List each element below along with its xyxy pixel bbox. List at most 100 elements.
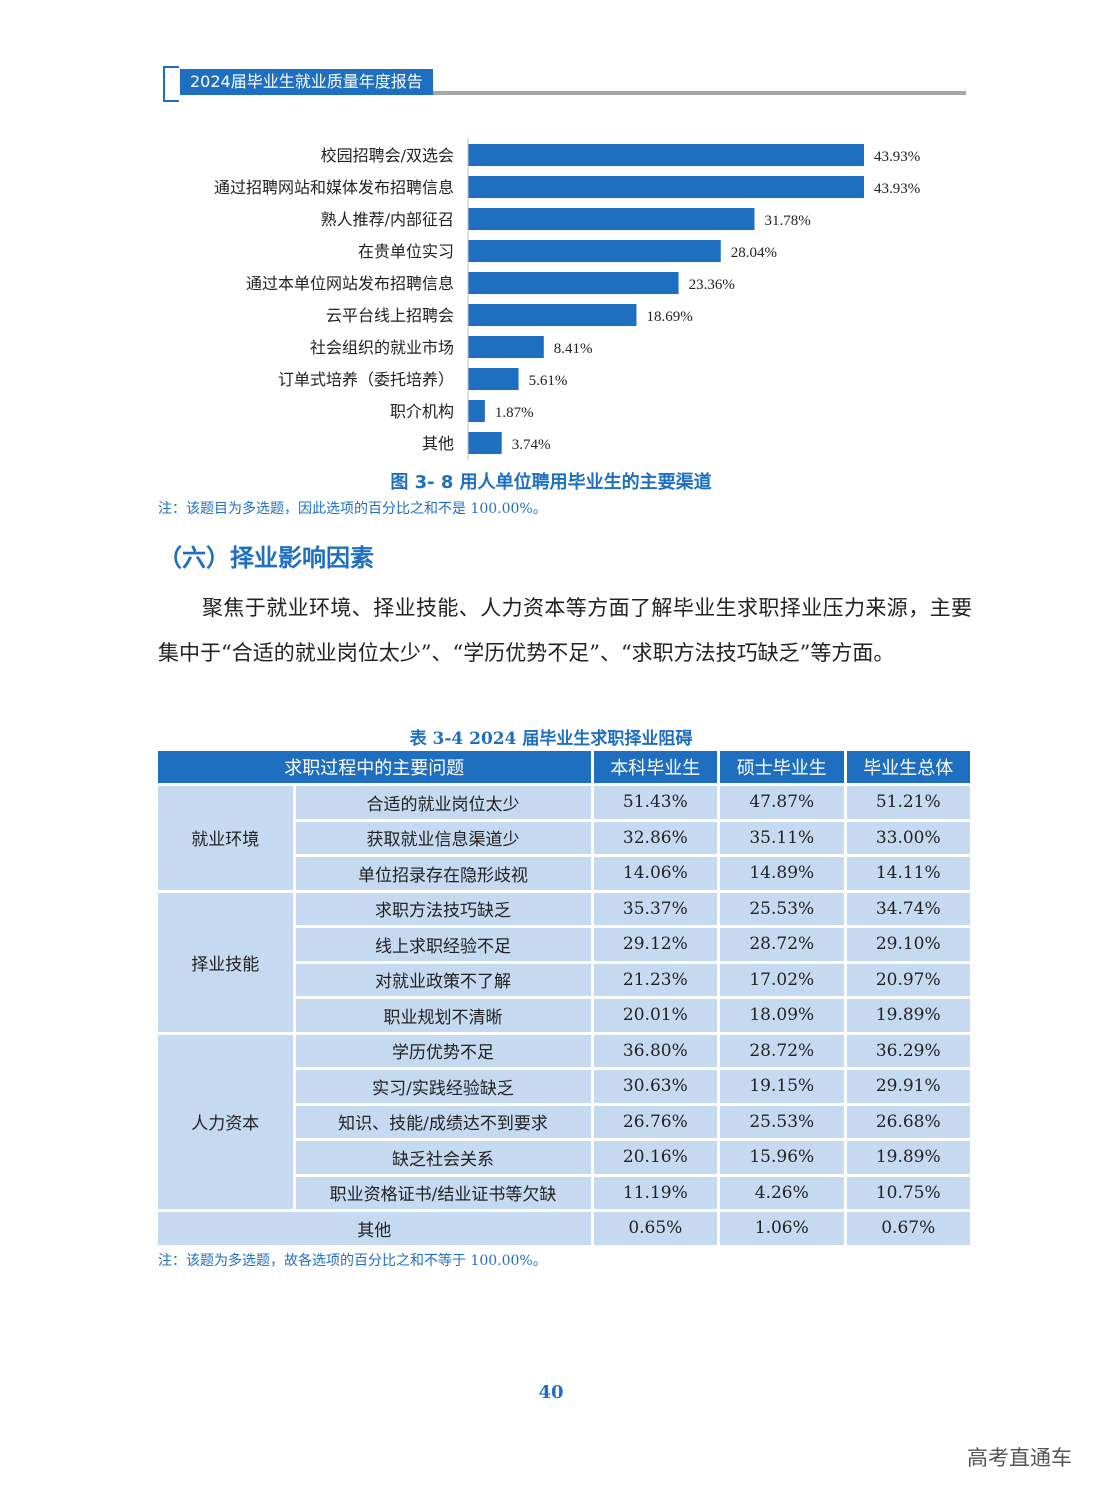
value-cell: 25.53%: [720, 892, 844, 925]
category-label: 订单式培养（委托培养）: [278, 370, 454, 389]
header-master: 硕士毕业生: [720, 751, 844, 783]
value-cell: 34.74%: [846, 892, 970, 925]
value-cell: 4.26%: [720, 1176, 844, 1209]
group-label: 就业环境: [158, 786, 293, 890]
bar: [468, 208, 755, 230]
report-title: 2024届毕业生就业质量年度报告: [180, 69, 433, 95]
value-cell: 28.72%: [720, 928, 844, 961]
issue-cell: 线上求职经验不足: [295, 928, 591, 961]
section-paragraph: 聚焦于就业环境、择业技能、人力资本等方面了解毕业生求职择业压力来源，主要集中于“…: [158, 596, 972, 665]
table-row-other: 其他 0.65% 1.06% 0.67%: [158, 1212, 970, 1245]
issue-cell: 实习/实践经验缺乏: [295, 1070, 591, 1103]
value-cell: 51.43%: [593, 786, 718, 819]
value-label: 43.93%: [874, 181, 920, 197]
value-cell: 25.53%: [720, 1105, 844, 1138]
table-row: 职业资格证书/结业证书等欠缺 11.19% 4.26% 10.75%: [158, 1176, 970, 1209]
value-cell: 51.21%: [846, 786, 970, 819]
value-cell: 29.91%: [846, 1070, 970, 1103]
table-caption: 表 3-4 2024 届毕业生求职择业阻碍: [409, 729, 693, 749]
header-overall: 毕业生总体: [846, 751, 970, 783]
value-cell: 35.37%: [593, 892, 718, 925]
issue-cell: 获取就业信息渠道少: [295, 821, 591, 854]
header-undergrad: 本科毕业生: [593, 751, 718, 783]
value-cell: 20.97%: [846, 963, 970, 996]
group-label: 人力资本: [158, 1034, 293, 1209]
value-label: 43.93%: [874, 149, 920, 165]
table-row: 获取就业信息渠道少 32.86% 35.11% 33.00%: [158, 821, 970, 854]
section-title: （六）择业影响因素: [158, 544, 374, 572]
value-cell: 1.06%: [720, 1212, 844, 1245]
bar: [468, 272, 679, 294]
issue-cell-other: 其他: [158, 1212, 591, 1245]
value-cell: 14.06%: [593, 857, 718, 890]
value-cell: 0.67%: [846, 1212, 970, 1245]
table-row: 线上求职经验不足 29.12% 28.72% 29.10%: [158, 928, 970, 961]
issue-cell: 学历优势不足: [295, 1034, 591, 1067]
value-cell: 26.68%: [846, 1105, 970, 1138]
value-cell: 29.10%: [846, 928, 970, 961]
category-label: 通过招聘网站和媒体发布招聘信息: [214, 178, 454, 197]
value-label: 31.78%: [764, 213, 810, 229]
value-cell: 18.09%: [720, 999, 844, 1032]
category-label: 其他: [422, 434, 454, 453]
value-cell: 36.80%: [593, 1034, 718, 1067]
table-note: 注：该题为多选题，故各选项的百分比之和不等于 100.00%。: [158, 1253, 547, 1269]
value-cell: 47.87%: [720, 786, 844, 819]
table-row: 择业技能 求职方法技巧缺乏 35.37% 25.53% 34.74%: [158, 892, 970, 1032]
table-row: 实习/实践经验缺乏 30.63% 19.15% 29.91%: [158, 1070, 970, 1103]
value-cell: 20.16%: [593, 1141, 718, 1174]
value-cell: 19.89%: [846, 1141, 970, 1174]
table-row: 职业规划不清晰 20.01% 18.09% 19.89%: [158, 999, 970, 1032]
value-label: 28.04%: [731, 245, 777, 261]
value-cell: 11.19%: [593, 1176, 718, 1209]
issue-cell: 缺乏社会关系: [295, 1141, 591, 1174]
value-cell: 32.86%: [593, 821, 718, 854]
issue-cell: 单位招录存在隐形歧视: [295, 857, 591, 890]
header-problem: 求职过程中的主要问题: [158, 751, 591, 783]
category-label: 社会组织的就业市场: [310, 338, 454, 357]
category-label: 在贵单位实习: [358, 242, 454, 261]
header-rule: [180, 91, 966, 95]
bar: [468, 240, 721, 262]
issue-cell: 合适的就业岗位太少: [295, 786, 591, 819]
value-label: 5.61%: [529, 373, 568, 389]
table-row: 知识、技能/成绩达不到要求 26.76% 25.53% 26.68%: [158, 1105, 970, 1138]
bar: [468, 144, 864, 166]
issue-cell: 职业资格证书/结业证书等欠缺: [295, 1176, 591, 1209]
table-row: 人力资本 学历优势不足 36.80% 28.72% 36.29%: [158, 1034, 970, 1209]
page-number: 40: [538, 1382, 564, 1403]
value-cell: 36.29%: [846, 1034, 970, 1067]
value-cell: 20.01%: [593, 999, 718, 1032]
category-label: 校园招聘会/双选会: [321, 146, 454, 165]
value-cell: 17.02%: [720, 963, 844, 996]
table-header-row: 求职过程中的主要问题 本科毕业生 硕士毕业生 毕业生总体: [158, 751, 970, 783]
header-bracket: [163, 66, 179, 102]
value-cell: 29.12%: [593, 928, 718, 961]
value-cell: 35.11%: [720, 821, 844, 854]
bar: [468, 304, 637, 326]
value-cell: 19.15%: [720, 1070, 844, 1103]
value-cell: 28.72%: [720, 1034, 844, 1067]
value-label: 23.36%: [689, 277, 735, 293]
issue-cell: 求职方法技巧缺乏: [295, 892, 591, 925]
channel-bar-chart: 校园招聘会/双选会 43.93% 通过招聘网站和媒体发布招聘信息 43.93% 熟人推荐…: [214, 138, 920, 460]
table-row: 就业环境 合适的就业岗位太少 51.43% 47.87% 51.21%: [158, 786, 970, 890]
value-cell: 0.65%: [593, 1212, 718, 1245]
value-cell: 14.89%: [720, 857, 844, 890]
value-cell: 26.76%: [593, 1105, 718, 1138]
watermark: 高考直通车: [967, 1446, 1072, 1470]
bar: [468, 432, 502, 454]
bar: [468, 400, 485, 422]
table-row: 对就业政策不了解 21.23% 17.02% 20.97%: [158, 963, 970, 996]
issue-cell: 对就业政策不了解: [295, 963, 591, 996]
value-label: 1.87%: [495, 405, 534, 421]
issue-cell: 职业规划不清晰: [295, 999, 591, 1032]
chart-note: 注：该题目为多选题，因此选项的百分比之和不是 100.00%。: [158, 501, 547, 517]
bar: [468, 176, 864, 198]
category-label: 通过本单位网站发布招聘信息: [246, 274, 454, 293]
issue-cell: 知识、技能/成绩达不到要求: [295, 1105, 591, 1138]
value-cell: 14.11%: [846, 857, 970, 890]
obstacle-table: 求职过程中的主要问题 本科毕业生 硕士毕业生 毕业生总体 就业环境 合适的就业岗…: [155, 748, 973, 1248]
value-cell: 19.89%: [846, 999, 970, 1032]
chart-caption: 图 3- 8 用人单位聘用毕业生的主要渠道: [390, 472, 712, 493]
